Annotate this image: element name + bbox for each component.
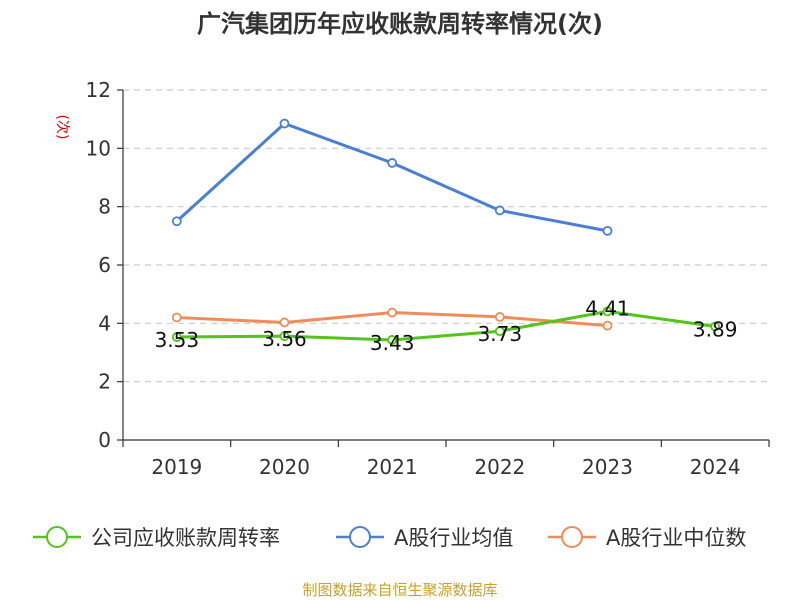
data-point <box>494 312 505 322</box>
x-tick-label: 2024 <box>690 455 741 479</box>
chart-title: 广汽集团历年应收账款周转率情况(次) <box>197 10 603 38</box>
y-tick-label: 10 <box>86 136 111 160</box>
data-point <box>279 317 290 328</box>
legend: 公司应收账款周转率 A股行业均值 A股行业中位数 <box>33 526 746 550</box>
data-point <box>279 331 290 342</box>
axes: 0 2 4 6 8 10 12 2019 2020 2021 2022 2023 2024 <box>86 78 770 479</box>
grid-lines <box>123 89 769 383</box>
legend-swatch-marker <box>349 526 371 548</box>
data-point <box>602 306 613 317</box>
data-point <box>494 205 505 216</box>
data-label: 3.73 <box>478 322 523 346</box>
x-tick-label: 2021 <box>367 455 418 479</box>
data-point <box>602 225 613 236</box>
legend-swatch-marker <box>46 526 68 548</box>
data-point <box>279 118 290 129</box>
legend-item: 公司应收账款周转率 <box>33 526 280 550</box>
legend-label: 公司应收账款周转率 <box>91 526 280 550</box>
series-layer <box>171 118 721 345</box>
data-point <box>171 332 182 342</box>
y-tick-label: 2 <box>98 370 111 394</box>
data-point <box>171 312 182 323</box>
data-point <box>602 320 613 331</box>
x-tick-label: 2022 <box>474 455 525 479</box>
data-point <box>710 321 721 332</box>
data-point <box>387 158 398 168</box>
y-tick-label: 6 <box>98 253 111 277</box>
x-tick-label: 2020 <box>259 455 310 479</box>
x-tick-label: 2023 <box>582 455 633 479</box>
x-tick-label: 2019 <box>151 455 202 479</box>
legend-swatch-marker <box>561 526 583 548</box>
y-tick-label: 0 <box>98 428 111 452</box>
y-tick-label: 8 <box>98 195 111 219</box>
legend-item: A股行业均值 <box>336 526 513 550</box>
legend-label: A股行业均值 <box>394 526 513 550</box>
data-labels: 3.53 3.56 3.43 3.73 4.41 3.89 <box>155 296 738 355</box>
source-note: 制图数据来自恒生聚源数据库 <box>302 581 498 599</box>
data-label: 3.53 <box>155 328 200 352</box>
data-point <box>494 326 505 337</box>
series-line-0 <box>176 309 716 342</box>
y-tick-label: 4 <box>98 311 111 335</box>
data-label: 4.41 <box>585 296 630 320</box>
data-point <box>387 307 398 318</box>
y-tick-label: 12 <box>86 78 111 102</box>
legend-label: A股行业中位数 <box>606 526 746 550</box>
series-line-1 <box>175 122 608 233</box>
data-label: 3.43 <box>370 331 415 355</box>
legend-item: A股行业中位数 <box>548 526 746 550</box>
data-label: 3.56 <box>262 327 307 351</box>
y-axis-label: (次) <box>54 115 70 140</box>
data-point <box>171 216 182 227</box>
data-point <box>387 335 398 345</box>
data-label: 3.89 <box>693 318 738 342</box>
